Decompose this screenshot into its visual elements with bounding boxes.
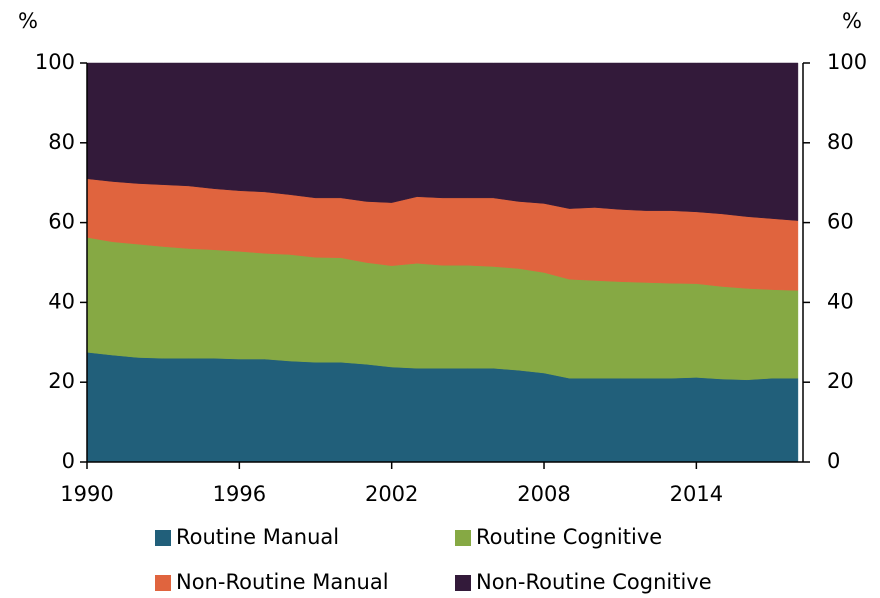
y-tick-label: 60 — [48, 210, 75, 234]
area — [86, 62, 799, 221]
x-tick-label: 1990 — [60, 482, 113, 506]
y-axis-label: % — [18, 9, 38, 33]
y-tick-label: 20 — [48, 369, 75, 393]
legend-swatch — [155, 575, 171, 591]
x-tick-label: 2002 — [365, 482, 418, 506]
legend-swatch — [155, 530, 171, 546]
y2-tick-label: 80 — [827, 130, 854, 154]
y2-tick-label: 0 — [827, 449, 840, 473]
y-tick-label: 100 — [35, 50, 75, 74]
y-tick-label: 0 — [62, 449, 75, 473]
x-tick-label: 2014 — [670, 482, 723, 506]
y-tick-label: 80 — [48, 130, 75, 154]
y2-tick-label: 40 — [827, 289, 854, 313]
y2-tick-label: 20 — [827, 369, 854, 393]
legend-swatch — [455, 575, 471, 591]
y2-axis-label: % — [842, 9, 862, 33]
legend-label: Routine Cognitive — [476, 525, 662, 549]
y2-tick-label: 100 — [827, 50, 867, 74]
legend-label: Non-Routine Cognitive — [476, 570, 712, 594]
legend-swatch — [455, 530, 471, 546]
x-tick-label: 2008 — [517, 482, 570, 506]
legend-label: Routine Manual — [176, 525, 339, 549]
y2-tick-label: 60 — [827, 210, 854, 234]
y-tick-label: 40 — [48, 289, 75, 313]
x-tick-label: 1996 — [213, 482, 266, 506]
legend-label: Non-Routine Manual — [176, 570, 389, 594]
